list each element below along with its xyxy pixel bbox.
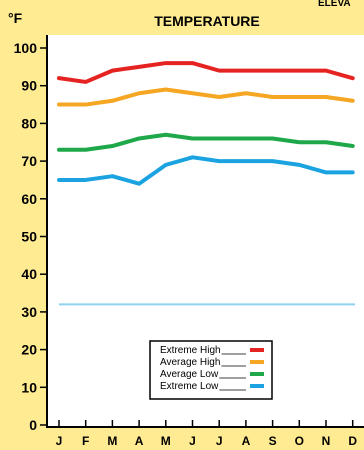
- x-tick-label: J: [56, 434, 63, 448]
- chart-title: TEMPERATURE: [154, 13, 260, 29]
- series-line-average-low: [57, 132, 355, 152]
- series-line-extreme-high: [57, 61, 355, 84]
- x-tick-label: F: [82, 434, 89, 448]
- series-line-extreme-low: [57, 155, 355, 186]
- legend-label-extreme-low: Extreme Low: [160, 381, 219, 392]
- x-tick-label: S: [269, 434, 277, 448]
- y-tick-label: 50: [21, 229, 37, 245]
- y-axis-ticks: 0 10 20 30 40 50 60 70 80 90 100: [14, 40, 47, 433]
- y-tick-label: 80: [21, 115, 37, 131]
- y-tick-label: 90: [21, 78, 37, 94]
- y-tick-label: 100: [14, 40, 38, 56]
- y-tick-label: 30: [21, 304, 37, 320]
- y-tick-label: 70: [21, 153, 37, 169]
- y-tick-label: 40: [21, 266, 37, 282]
- corner-label: ELEVA: [318, 0, 351, 9]
- x-tick-label: A: [242, 434, 251, 448]
- x-tick-label: N: [322, 434, 331, 448]
- x-tick-label: D: [348, 434, 357, 448]
- x-tick-label: J: [216, 434, 223, 448]
- x-tick-label: A: [135, 434, 144, 448]
- legend-label-average-low: Average Low: [160, 369, 219, 380]
- x-tick-label: M: [161, 434, 171, 448]
- y-tick-label: 0: [29, 417, 37, 433]
- x-tick-label: J: [189, 434, 196, 448]
- y-unit-label: °F: [8, 10, 23, 26]
- series-line-average-high: [57, 87, 355, 107]
- legend-label-average-high: Average High: [160, 357, 220, 368]
- x-tick-label: M: [107, 434, 117, 448]
- x-tick-label: O: [295, 434, 304, 448]
- series-lines: [57, 61, 355, 186]
- y-tick-label: 10: [21, 379, 37, 395]
- y-tick-label: 20: [21, 342, 37, 358]
- legend-label-extreme-high: Extreme High: [160, 345, 221, 356]
- y-tick-label: 60: [21, 191, 37, 207]
